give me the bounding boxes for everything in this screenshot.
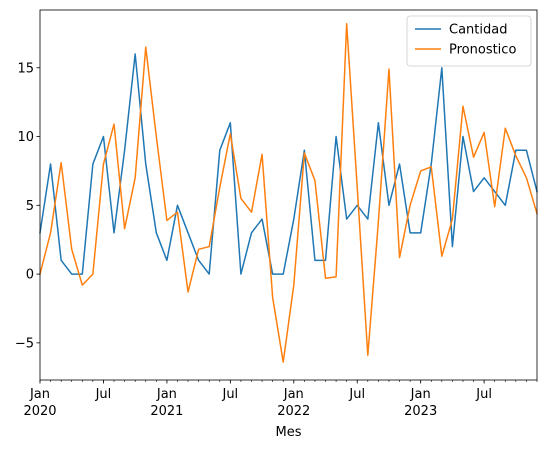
x-tick-label: Jul bbox=[348, 387, 365, 402]
x-tick-label: Jul bbox=[95, 387, 112, 402]
x-tick-year-label: 2020 bbox=[23, 404, 56, 419]
x-axis-label: Mes bbox=[276, 425, 302, 440]
series-line-pronostico bbox=[39, 23, 538, 363]
x-tick-label: Jul bbox=[475, 387, 492, 402]
x-tick-year-label: 2021 bbox=[150, 404, 183, 419]
legend-label: Pronostico bbox=[449, 43, 516, 58]
y-tick-label: 5 bbox=[26, 199, 34, 214]
x-tick-label: Jan bbox=[29, 387, 50, 402]
legend-label: Cantidad bbox=[449, 23, 507, 38]
x-tick-label: Jan bbox=[156, 387, 177, 402]
series-line-cantidad bbox=[39, 53, 538, 275]
x-tick-label: Jan bbox=[410, 387, 431, 402]
x-tick-year-label: 2022 bbox=[277, 404, 310, 419]
x-tick-year-label: 2023 bbox=[404, 404, 437, 419]
x-tick-label: Jul bbox=[221, 387, 238, 402]
plot-frame bbox=[39, 9, 538, 381]
y-tick-label: 10 bbox=[17, 130, 34, 145]
y-tick-label: 15 bbox=[17, 61, 34, 76]
y-tick-label: 0 bbox=[26, 268, 34, 283]
y-tick-label: −5 bbox=[15, 336, 34, 351]
x-tick-label: Jan bbox=[283, 387, 304, 402]
